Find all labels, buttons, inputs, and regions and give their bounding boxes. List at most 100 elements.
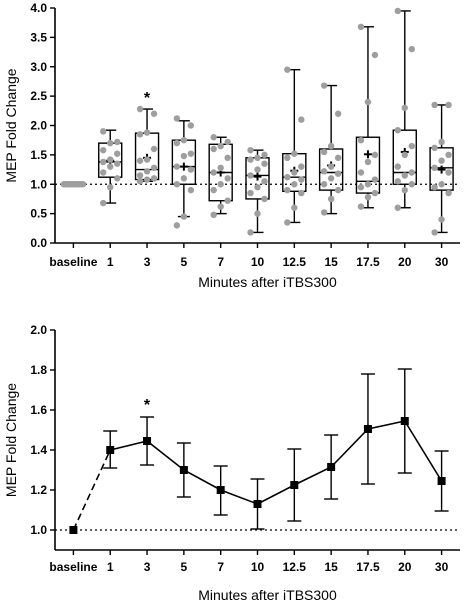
data-point xyxy=(438,181,445,188)
data-point xyxy=(100,146,107,154)
data-point xyxy=(136,157,144,164)
x-tick-label: 30 xyxy=(435,255,449,269)
x-tick-label: 30 xyxy=(435,560,449,574)
data-point xyxy=(320,168,328,175)
data-point xyxy=(445,101,452,109)
data-point xyxy=(357,169,365,176)
x-tick-label: 7 xyxy=(217,560,224,574)
data-point xyxy=(136,178,144,185)
y-tick-label: 2.5 xyxy=(30,89,47,103)
data-point xyxy=(173,222,181,229)
data-point xyxy=(298,163,305,170)
data-point xyxy=(247,156,254,163)
data-point xyxy=(284,219,291,226)
data-point xyxy=(408,169,415,176)
data-point xyxy=(445,189,452,197)
x-tick-label: 12.5 xyxy=(283,560,307,574)
data-point xyxy=(284,66,291,73)
data-point xyxy=(180,136,188,144)
data-point xyxy=(217,203,224,210)
data-point xyxy=(216,486,225,494)
x-tick-label: 20 xyxy=(398,560,412,574)
data-point xyxy=(150,110,158,117)
data-point xyxy=(114,160,121,167)
data-point xyxy=(114,175,121,182)
x-tick-label: 17.5 xyxy=(356,560,380,574)
data-point xyxy=(431,183,438,191)
data-point xyxy=(224,175,231,182)
y-tick-label: 0.0 xyxy=(30,236,47,250)
y-axis-label: MEP Fold Change xyxy=(3,383,19,497)
boxplot-panel: 0.0 0.5 1.0 1.5 2.0 2.5 3.0 3.5 4.0 baseline 1 3 5 7… xyxy=(3,1,460,290)
data-point xyxy=(431,144,438,152)
data-point xyxy=(179,466,188,474)
data-point xyxy=(438,157,445,164)
y-tick-label: 1.4 xyxy=(30,443,47,457)
x-tick-label: 15 xyxy=(324,560,338,574)
data-point xyxy=(136,105,144,113)
data-point xyxy=(371,176,379,183)
data-point xyxy=(143,168,151,175)
y-tick-label: 3.5 xyxy=(30,30,47,44)
y-tick-label: 1.5 xyxy=(30,148,47,162)
data-point xyxy=(445,151,452,159)
box xyxy=(392,129,417,185)
data-point xyxy=(291,204,298,211)
y-tick-label: 2.0 xyxy=(30,119,47,133)
data-point xyxy=(284,154,291,162)
data-point xyxy=(327,463,336,471)
data-point xyxy=(143,176,151,183)
data-point xyxy=(401,104,408,112)
data-point xyxy=(371,151,379,159)
data-point xyxy=(357,23,365,30)
data-point xyxy=(357,183,365,191)
data-point xyxy=(224,197,231,204)
data-point xyxy=(408,142,415,150)
x-tick-label: 1 xyxy=(107,255,114,269)
data-point xyxy=(261,178,268,185)
data-point xyxy=(217,142,224,150)
data-point xyxy=(371,189,379,197)
data-point xyxy=(254,154,261,162)
y-tick-label: 1.6 xyxy=(30,403,47,417)
data-point xyxy=(394,178,401,185)
y-axis-label: MEP Fold Change xyxy=(3,68,19,182)
data-point xyxy=(320,181,328,188)
data-point xyxy=(254,166,261,173)
x-tick-label: baseline xyxy=(49,560,97,574)
data-point xyxy=(261,151,268,159)
data-point xyxy=(431,101,438,109)
data-point xyxy=(100,128,107,135)
data-point xyxy=(327,195,335,203)
data-point xyxy=(187,186,195,194)
y-tick-label: 3.0 xyxy=(30,60,47,74)
data-point xyxy=(100,169,107,176)
significance-marker: * xyxy=(144,90,151,107)
data-point xyxy=(261,160,268,167)
data-point xyxy=(371,51,379,59)
data-point xyxy=(247,189,254,197)
data-point xyxy=(334,186,342,194)
data-point xyxy=(327,175,335,182)
x-tick-label: 12.5 xyxy=(283,255,307,269)
data-point xyxy=(298,116,305,123)
data-point xyxy=(143,437,152,445)
data-point xyxy=(210,186,217,194)
data-point xyxy=(69,526,78,534)
y-tick-label: 1.0 xyxy=(30,177,47,191)
data-point xyxy=(79,181,87,188)
data-point xyxy=(210,145,217,153)
data-point xyxy=(327,142,335,150)
x-tick-label: 5 xyxy=(181,560,188,574)
data-point xyxy=(254,183,261,191)
data-point xyxy=(364,158,372,166)
series-line xyxy=(110,420,443,505)
x-tick-label: 3 xyxy=(144,255,151,269)
data-point xyxy=(173,181,181,188)
data-point xyxy=(247,229,254,236)
data-point xyxy=(431,164,438,171)
data-point xyxy=(408,45,415,53)
data-point xyxy=(173,139,181,147)
data-point xyxy=(394,163,401,170)
